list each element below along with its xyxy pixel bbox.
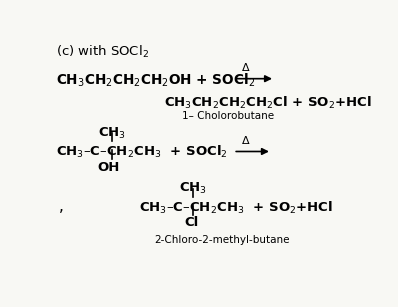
Text: (c) with SOCl$_2$: (c) with SOCl$_2$ (56, 44, 149, 60)
Text: CH$_3$CH$_2$CH$_2$CH$_2$OH + SOCl$_2$: CH$_3$CH$_2$CH$_2$CH$_2$OH + SOCl$_2$ (56, 71, 255, 88)
Text: CH$_3$CH$_2$CH$_2$CH$_2$Cl + SO$_2$+HCl: CH$_3$CH$_2$CH$_2$CH$_2$Cl + SO$_2$+HCl (164, 95, 372, 111)
Text: OH: OH (98, 161, 120, 174)
Text: ,: , (59, 200, 64, 215)
Text: CH$_3$: CH$_3$ (98, 126, 126, 141)
Text: Cl: Cl (184, 216, 198, 230)
Text: CH$_3$: CH$_3$ (179, 181, 207, 196)
Text: Δ: Δ (242, 63, 250, 73)
Text: CH$_3$–C–CH$_2$CH$_3$  + SOCl$_2$: CH$_3$–C–CH$_2$CH$_3$ + SOCl$_2$ (56, 144, 228, 160)
Text: 2-Chloro-2-methyl-butane: 2-Chloro-2-methyl-butane (154, 235, 290, 245)
Text: 1– Cholorobutane: 1– Cholorobutane (182, 111, 275, 121)
Text: CH$_3$–C–CH$_2$CH$_3$  + SO$_2$+HCl: CH$_3$–C–CH$_2$CH$_3$ + SO$_2$+HCl (139, 200, 333, 216)
Text: Δ: Δ (242, 136, 250, 146)
